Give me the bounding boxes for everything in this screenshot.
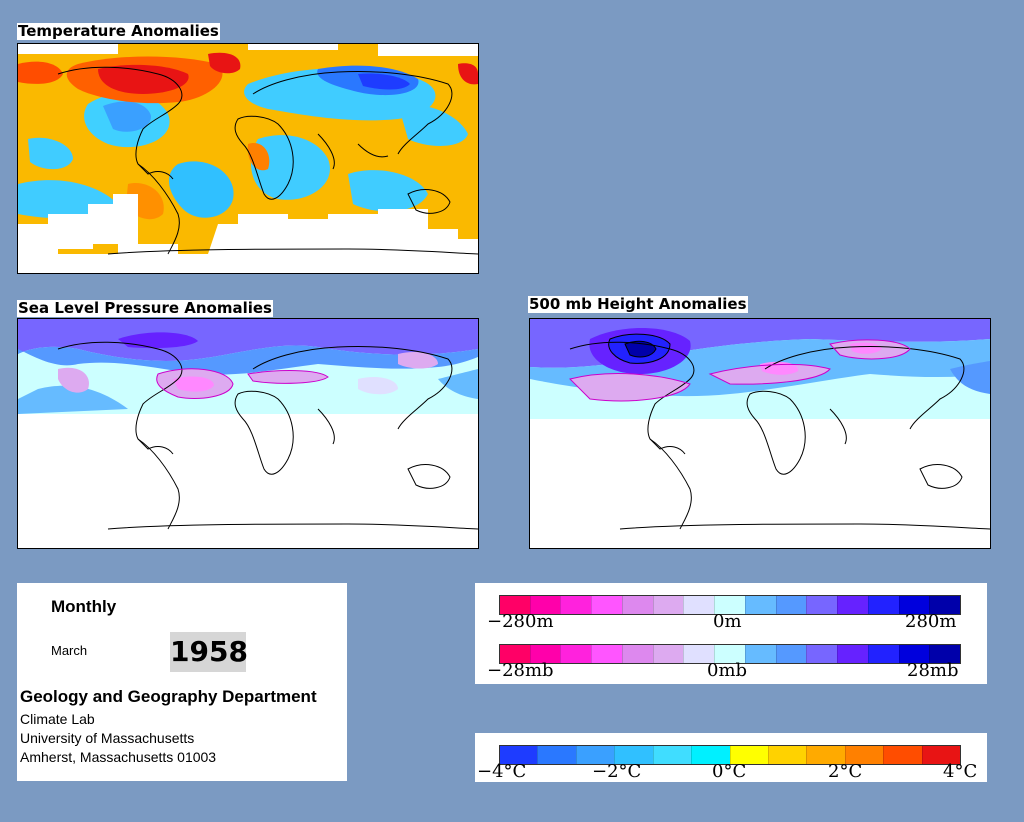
temperature-scale-swatch [767,746,807,764]
slp-map-title: Sea Level Pressure Anomalies [17,299,273,317]
height-scale-swatch [714,596,745,614]
temperature-scale-swatch [806,746,845,764]
height-scale-swatch [652,596,684,614]
height-scale-swatch [775,596,807,614]
temp-label-zero: 0°C [712,761,747,782]
pressure-color-scale [499,644,961,664]
pressure-scale-swatch [500,645,530,663]
height-label-min: −280m [487,611,554,632]
height-label-zero: 0m [713,611,742,632]
temperature-scale-swatch [614,746,653,764]
height-scale-swatch [929,596,961,614]
pressure-scale-swatch [744,645,776,663]
pressure-scale-swatch [837,645,868,663]
sea-level-pressure-anomaly-map [17,318,479,549]
temperature-scale-swatch [921,746,961,764]
temp-label-minus4: −4°C [477,761,527,782]
temperature-scale-swatch [575,746,615,764]
pressure-scale-swatch [714,645,745,663]
pressure-scale-swatch [652,645,684,663]
pressure-scale-swatch [621,645,653,663]
university-label: University of Massachusetts [20,730,195,746]
temperature-anomaly-map [17,43,479,274]
pressure-scale-swatch [529,645,561,663]
temperature-legend: −4°C −2°C 0°C 2°C 4°C [475,733,987,782]
pressure-scale-swatch [806,645,838,663]
height-scale-swatch [621,596,653,614]
pressure-label-max: 28mb [907,660,959,681]
pressure-scale-swatch [591,645,622,663]
pressure-scale-swatch [898,645,930,663]
height-scale-swatch [500,596,530,614]
temp-label-minus2: −2°C [592,761,642,782]
info-panel: Monthly March 1958 Geology and Geography… [17,583,347,781]
pressure-label-zero: 0mb [707,660,748,681]
lab-label: Climate Lab [20,711,95,727]
height-scale-swatch [683,596,715,614]
temperature-map-title: Temperature Anomalies [17,22,220,40]
height-scale-swatch [867,596,899,614]
pressure-label-min: −28mb [487,660,554,681]
temp-label-plus2: 2°C [828,761,863,782]
pressure-scale-swatch [683,645,715,663]
height-color-scale [499,595,961,615]
month-label: March [51,643,88,658]
temperature-scale-swatch [883,746,922,764]
temperature-scale-swatch [691,746,730,764]
temperature-color-scale [499,745,961,765]
height-scale-swatch [837,596,868,614]
height-scale-swatch [744,596,776,614]
height-scale-swatch [529,596,561,614]
pressure-scale-swatch [560,645,592,663]
department-label: Geology and Geography Department [20,687,317,706]
year-label: 1958 [170,632,248,672]
temperature-scale-swatch [652,746,692,764]
temperature-scale-swatch [537,746,576,764]
height-label-max: 280m [905,611,957,632]
temp-label-plus4: 4°C [943,761,978,782]
height-scale-swatch [591,596,622,614]
temperature-scale-swatch [729,746,768,764]
pressure-scale-swatch [929,645,961,663]
height-pressure-legend: −280m 0m 280m −28mb 0mb 28mb [475,583,987,684]
height-scale-swatch [898,596,930,614]
temperature-scale-swatch [500,746,538,764]
address-label: Amherst, Massachusetts 01003 [20,749,217,765]
height-scale-swatch [806,596,838,614]
height500-map-title: 500 mb Height Anomalies [528,295,748,313]
height-scale-swatch [560,596,592,614]
height-500mb-anomaly-map [529,318,991,549]
pressure-scale-swatch [775,645,807,663]
temperature-scale-swatch [844,746,884,764]
pressure-scale-swatch [867,645,899,663]
period-label: Monthly [51,597,117,616]
